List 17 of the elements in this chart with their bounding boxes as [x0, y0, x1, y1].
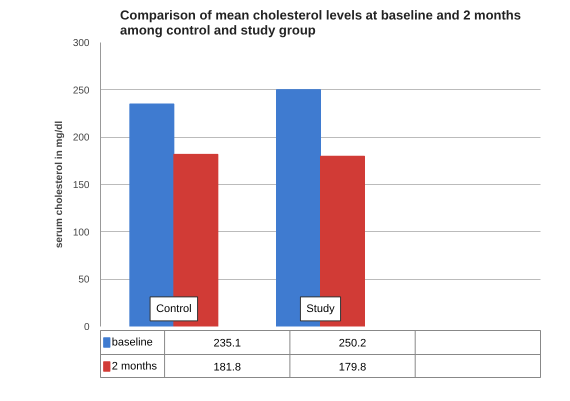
data-label: 181.8 [213, 362, 241, 374]
y-tick-label: 100 [72, 227, 90, 238]
y-tick-label: 250 [72, 85, 90, 96]
y-axis-title: serum cholesterol in mg/dl [54, 120, 65, 248]
legend-label: 2 months [112, 360, 158, 372]
legend-label: baseline [112, 336, 153, 348]
x-tick-label: Control [156, 302, 192, 315]
chart-title: Comparison of mean cholesterol levels at baseline and 2 months among control and study group [120, 8, 521, 38]
y-tick-label: 0 [84, 322, 90, 333]
data-label: 179.8 [338, 362, 366, 374]
y-tick-label: 300 [72, 38, 90, 49]
y-tick-label: 200 [72, 132, 90, 144]
y-tick-label: 50 [78, 274, 90, 286]
x-tick-label: Study [306, 302, 336, 315]
data-label: 235.1 [213, 338, 241, 350]
y-tick-label: 150 [72, 180, 90, 191]
data-label: 250.2 [338, 338, 366, 350]
